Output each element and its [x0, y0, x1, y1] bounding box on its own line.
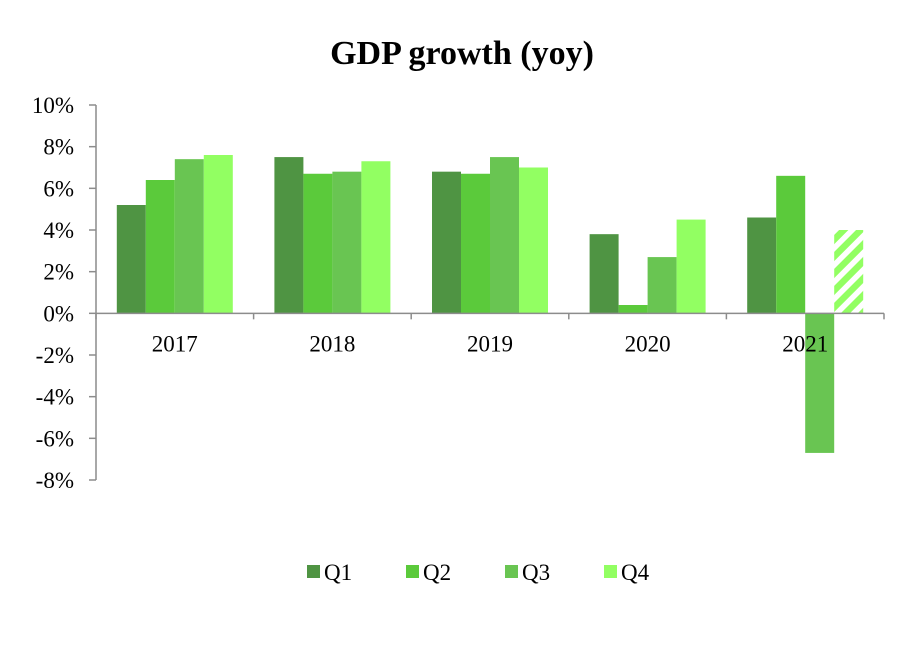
bar-2019-q3 [490, 157, 519, 314]
category-label: 2019 [467, 331, 513, 356]
bar-2021-q4 [834, 230, 864, 314]
bar-2017-q4 [203, 155, 233, 314]
bar-2019-q1 [432, 171, 461, 314]
category-label: 2017 [152, 331, 198, 356]
bar-2018-q2 [303, 173, 333, 314]
legend-swatch-q1 [307, 565, 320, 578]
y-tick-label: 0% [43, 301, 74, 326]
y-tick-label: 2% [43, 260, 74, 285]
bar-2017-q2 [145, 180, 175, 314]
chart-title: GDP growth (yoy) [330, 35, 594, 72]
legend-swatch-q3 [505, 565, 518, 578]
bar-2021-q3 [805, 313, 835, 453]
bar-2019-q2 [461, 173, 490, 314]
bar-2018-q1 [274, 157, 304, 314]
category-label: 2021 [782, 331, 828, 356]
bar-2020-q4 [676, 219, 706, 314]
category-label: 2018 [309, 331, 355, 356]
y-tick-label: -8% [36, 468, 74, 493]
y-tick-label: -2% [36, 343, 74, 368]
legend-label-q3: Q3 [522, 560, 550, 585]
bar-2017-q1 [116, 205, 146, 314]
bar-2021-q1 [747, 217, 777, 314]
x-axis [95, 312, 885, 320]
legend-label-q4: Q4 [621, 560, 650, 585]
bar-2018-q4 [361, 161, 391, 314]
bar-2020-q3 [647, 257, 677, 314]
y-tick-label: 4% [43, 218, 74, 243]
y-tick-label: -6% [36, 426, 74, 451]
y-tick-label: 10% [32, 93, 74, 118]
y-axis: 10% 8% 6% 4% 2% 0% -2% -4% -6% -8% [32, 93, 97, 493]
legend: Q1 Q2 Q3 Q4 [307, 560, 650, 585]
y-tick-label: 8% [43, 135, 74, 160]
bar-2019-q4 [519, 167, 548, 314]
bar-2021-q2 [776, 175, 806, 314]
bar-2020-q1 [589, 234, 619, 314]
category-labels: 2017 2018 2019 2020 2021 [152, 331, 828, 356]
bar-2018-q3 [332, 171, 362, 314]
y-tick-label: -4% [36, 385, 74, 410]
bars [116, 155, 864, 453]
legend-label-q2: Q2 [423, 560, 451, 585]
legend-label-q1: Q1 [324, 560, 352, 585]
legend-swatch-q4 [604, 565, 617, 578]
bar-2017-q3 [174, 159, 204, 314]
y-tick-label: 6% [43, 176, 74, 201]
category-label: 2020 [625, 331, 671, 356]
bar-2020-q2 [618, 305, 648, 314]
legend-swatch-q2 [406, 565, 419, 578]
